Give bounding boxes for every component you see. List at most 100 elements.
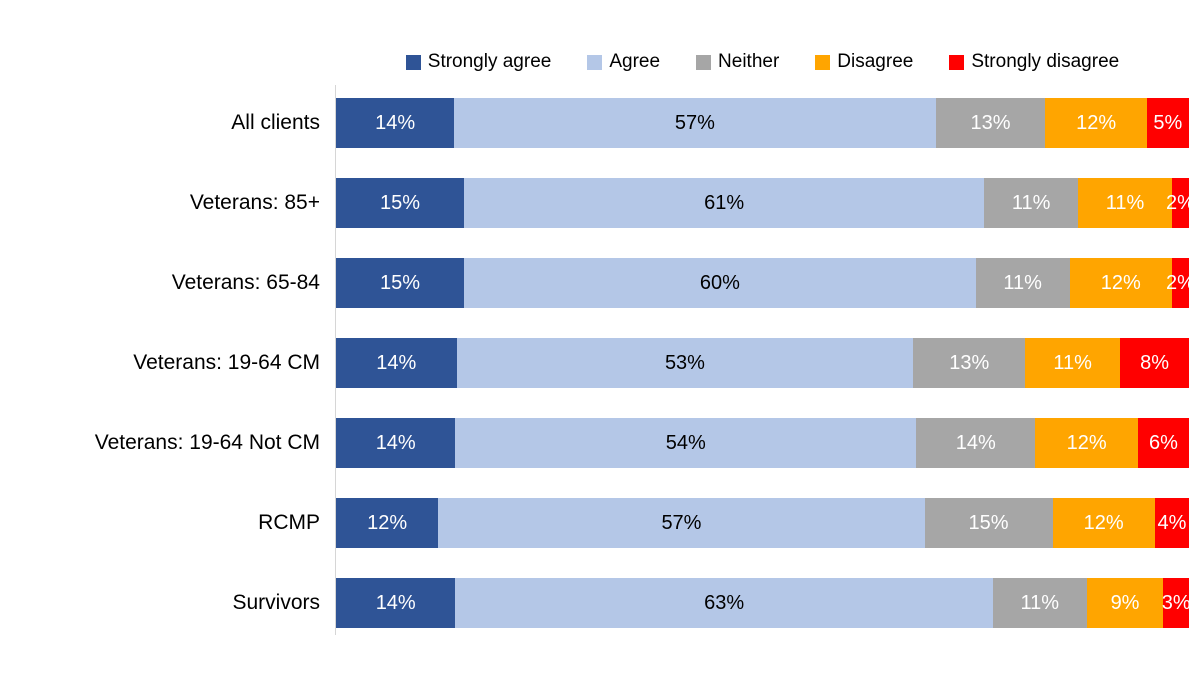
bar-segment-strongly-agree[interactable]: 15% [336, 258, 464, 308]
bar-segment-strongly-disagree[interactable]: 2% [1166, 258, 1195, 308]
legend-item-strongly-agree[interactable]: Strongly agree [405, 51, 552, 73]
bar-segment-strongly-agree[interactable]: 14% [336, 578, 456, 628]
bar-segment-agree[interactable]: 61% [463, 178, 985, 228]
legend-item-disagree[interactable]: Disagree [815, 51, 913, 73]
bar-segment-agree[interactable]: 63% [455, 578, 993, 628]
bar-segment-disagree[interactable]: 12% [1052, 498, 1155, 548]
value-label: 12% [1066, 432, 1107, 454]
value-label: 8% [1140, 352, 1169, 374]
chart-row: Veterans: 19-64 Not CM 14% 54% 14% 12% 6% [0, 418, 1190, 468]
bar-track: 14% 54% 14% 12% 6% [336, 418, 1190, 468]
value-label: 13% [949, 352, 990, 374]
bar-segment-strongly-disagree[interactable]: 6% [1137, 418, 1190, 468]
bar-track: 14% 53% 13% 11% 8% [336, 338, 1189, 388]
category-label: All clients [231, 111, 320, 134]
bar-segment-strongly-disagree[interactable]: 5% [1146, 98, 1189, 148]
legend-swatch-icon [405, 54, 421, 70]
bar-segment-disagree[interactable]: 12% [1069, 258, 1172, 308]
bar-segment-strongly-agree[interactable]: 15% [336, 178, 464, 228]
bar-segment-agree[interactable]: 53% [456, 338, 914, 388]
chart-row: All clients 14% 57% 13% 12% 5% [0, 98, 1189, 148]
bar-segment-agree[interactable]: 54% [455, 418, 917, 468]
value-label: 63% [704, 592, 745, 614]
value-label: 6% [1148, 432, 1178, 454]
legend-label: Neither [718, 51, 780, 72]
legend-swatch-icon [949, 54, 965, 70]
value-label: 14% [955, 432, 996, 454]
bar-segment-neither[interactable]: 13% [913, 338, 1026, 388]
value-label: 60% [699, 272, 740, 294]
bar-track: 14% 57% 13% 12% 5% [336, 98, 1189, 148]
value-label: 15% [968, 512, 1009, 534]
chart-row: Veterans: 65-84 15% 60% 11% 12% 2% [0, 258, 1195, 308]
value-label: 15% [379, 272, 420, 294]
bar-track: 12% 57% 15% 12% 4% [336, 498, 1189, 548]
value-label: 15% [379, 192, 420, 214]
chart-row: Veterans: 85+ 15% 61% 11% 11% 2% [0, 178, 1195, 228]
bar-segment-strongly-disagree[interactable]: 8% [1120, 338, 1189, 388]
category-label: Veterans: 85+ [189, 191, 320, 214]
value-label: 11% [1105, 192, 1145, 214]
legend-label: Disagree [837, 51, 914, 72]
bar-segment-neither[interactable]: 11% [984, 178, 1079, 228]
legend-item-neither[interactable]: Neither [696, 51, 779, 73]
value-label: 2% [1166, 272, 1195, 294]
value-label: 12% [1100, 272, 1141, 294]
category-label: Survivors [232, 591, 320, 614]
value-label: 11% [1003, 272, 1042, 294]
chart-row: Survivors 14% 63% 11% 9% 3% [0, 578, 1191, 628]
value-label: 3% [1161, 592, 1191, 614]
bar-segment-strongly-agree[interactable]: 14% [336, 418, 456, 468]
bar-segment-disagree[interactable]: 11% [1025, 338, 1121, 388]
legend-swatch-icon [587, 54, 603, 70]
category-label: Veterans: 65-84 [171, 271, 320, 294]
bar-segment-disagree[interactable]: 11% [1078, 178, 1172, 228]
bar-track: 15% 61% 11% 11% 2% [336, 178, 1195, 228]
bar-segment-agree[interactable]: 57% [454, 98, 936, 148]
legend-item-agree[interactable]: Agree [587, 51, 660, 73]
bar-segment-strongly-agree[interactable]: 14% [336, 338, 457, 388]
bar-segment-agree[interactable]: 57% [438, 498, 925, 548]
category-label: Veterans: 19-64 Not CM [94, 431, 320, 454]
bar-segment-neither[interactable]: 11% [975, 258, 1070, 308]
value-label: 61% [704, 192, 745, 214]
value-label: 9% [1110, 592, 1140, 614]
category-label: RCMP [258, 511, 320, 534]
value-label: 12% [367, 512, 408, 534]
legend-label: Agree [609, 51, 661, 72]
bar-track: 15% 60% 11% 12% 2% [336, 258, 1195, 308]
value-label: 14% [375, 592, 416, 614]
bar-segment-neither[interactable]: 15% [924, 498, 1053, 548]
bar-segment-disagree[interactable]: 12% [1035, 418, 1138, 468]
value-label: 57% [661, 512, 702, 534]
bar-segment-strongly-disagree[interactable]: 2% [1166, 178, 1195, 228]
legend-swatch-icon [815, 54, 831, 70]
bar-track: 14% 63% 11% 9% 3% [336, 578, 1191, 628]
legend-item-strongly-disagree[interactable]: Strongly disagree [949, 51, 1119, 73]
value-label: 11% [1011, 192, 1051, 214]
chart-row: Veterans: 19-64 CM 14% 53% 13% 11% 8% [0, 338, 1189, 388]
bar-segment-disagree[interactable]: 12% [1045, 98, 1147, 148]
legend-swatch-icon [696, 54, 712, 70]
bar-segment-agree[interactable]: 60% [463, 258, 976, 308]
bar-segment-disagree[interactable]: 9% [1086, 578, 1164, 628]
legend-label: Strongly disagree [971, 51, 1120, 72]
value-label: 11% [1020, 592, 1059, 614]
bar-segment-strongly-agree[interactable]: 14% [336, 98, 455, 148]
value-label: 4% [1157, 512, 1187, 534]
plot-area: All clients 14% 57% 13% 12% 5% Veterans: 85+ 15… [0, 98, 1195, 628]
bar-segment-strongly-agree[interactable]: 12% [336, 498, 439, 548]
legend-label: Strongly agree [427, 51, 552, 72]
value-label: 14% [375, 112, 416, 134]
legend: Strongly agree Agree Neither Disagree Strong… [336, 51, 1189, 73]
bar-segment-strongly-disagree[interactable]: 4% [1154, 498, 1189, 548]
value-label: 53% [664, 352, 705, 374]
bar-segment-strongly-disagree[interactable]: 3% [1161, 578, 1191, 628]
category-label: Veterans: 19-64 CM [133, 351, 320, 374]
bar-segment-neither[interactable]: 13% [935, 98, 1046, 148]
value-label: 11% [1053, 352, 1092, 374]
bar-segment-neither[interactable]: 11% [992, 578, 1087, 628]
value-label: 13% [970, 112, 1011, 134]
bar-segment-neither[interactable]: 14% [916, 418, 1036, 468]
